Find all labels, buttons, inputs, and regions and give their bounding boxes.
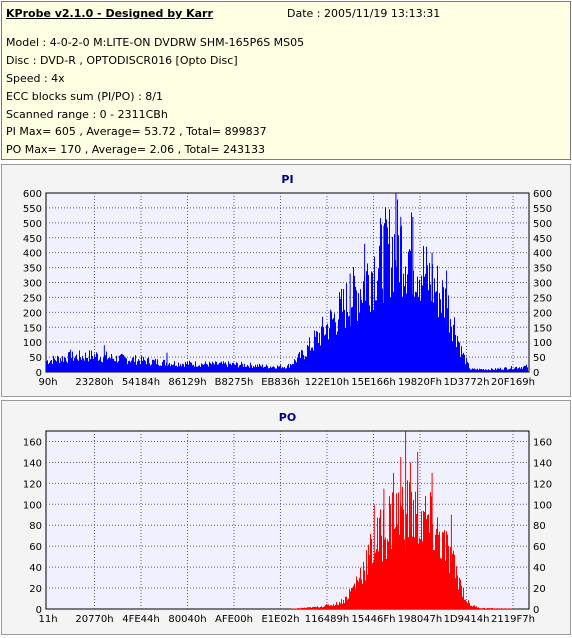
info-disc: Disc : DVD-R , OPTODISCR016 [Opto Disc] — [6, 54, 238, 67]
x-tick-label: EB836h — [261, 377, 300, 388]
y-tick-label-right: 400 — [533, 249, 552, 260]
y-tick-label-right: 350 — [533, 264, 552, 275]
y-tick-label: 300 — [23, 279, 42, 290]
scan-date: Date : 2005/11/19 13:13:31 — [287, 7, 441, 20]
y-tick-label-right: 120 — [533, 479, 552, 490]
y-tick-label: 60 — [29, 542, 42, 553]
y-tick-label: 0 — [36, 368, 42, 379]
pi-chart: PI 0 0 50 50 100 100 150 150 200 200 250 250 300 300 35… — [23, 173, 552, 388]
y-tick-label-right: 100 — [533, 500, 552, 511]
y-tick-label: 350 — [23, 264, 42, 275]
x-tick-label: 54184h — [122, 377, 160, 388]
x-tick-label: 80040h — [168, 614, 206, 625]
app-title: KProbe v2.1.0 - Designed by Karr — [6, 7, 213, 20]
y-tick-label-right: 300 — [533, 279, 552, 290]
histogram-series — [290, 431, 518, 609]
x-tick-label: B8275h — [215, 377, 254, 388]
y-tick-label: 100 — [23, 500, 42, 511]
y-tick-label: 140 — [23, 458, 42, 469]
y-tick-label: 0 — [36, 605, 42, 616]
info-panel: KProbe v2.1.0 - Designed by Karr Date : … — [1, 1, 571, 160]
y-tick-label: 200 — [23, 308, 42, 319]
x-tick-label: 198047h — [398, 614, 443, 625]
x-tick-label: 122E10h — [305, 377, 349, 388]
y-tick-label: 400 — [23, 249, 42, 260]
y-tick-label-right: 20 — [533, 584, 546, 595]
x-tick-label: 116489h — [305, 614, 350, 625]
y-tick-label-right: 0 — [533, 368, 539, 379]
info-model: Model : 4-0-2-0 M:LITE-ON DVDRW SHM-165P… — [6, 36, 305, 49]
info-ecc: ECC blocks sum (PI/PO) : 8/1 — [6, 90, 163, 103]
po-chart-panel: PO 0 0 20 20 40 40 60 60 80 80 100 100 120 120 140 140 16… — [1, 400, 571, 635]
histogram-series — [46, 193, 528, 372]
y-tick-label-right: 140 — [533, 458, 552, 469]
y-tick-label: 120 — [23, 479, 42, 490]
y-tick-label-right: 40 — [533, 563, 546, 574]
y-tick-label-right: 450 — [533, 234, 552, 245]
y-tick-label: 250 — [23, 293, 42, 304]
y-tick-label-right: 200 — [533, 308, 552, 319]
y-tick-label: 160 — [23, 437, 42, 448]
y-tick-label: 450 — [23, 234, 42, 245]
y-tick-label: 80 — [29, 521, 42, 532]
x-tick-label: E1E02h — [261, 614, 299, 625]
x-tick-label: 15446Fh — [352, 614, 396, 625]
y-tick-label: 150 — [23, 323, 42, 334]
y-tick-label-right: 0 — [533, 605, 539, 616]
y-tick-label-right: 50 — [533, 353, 546, 364]
x-tick-label: 20F169h — [491, 377, 535, 388]
x-tick-label: 11h — [38, 614, 57, 625]
y-tick-label-right: 150 — [533, 323, 552, 334]
x-tick-label: AFE00h — [215, 614, 253, 625]
pi-chart-panel: PI 0 0 50 50 100 100 150 150 200 200 250 250 300 300 35… — [1, 164, 571, 397]
info-speed: Speed : 4x — [6, 72, 65, 85]
x-tick-label: 15E166h — [351, 377, 395, 388]
y-tick-label: 50 — [29, 353, 42, 364]
info-range: Scanned range : 0 - 2311CBh — [6, 108, 168, 121]
x-tick-label: 19820Fh — [398, 377, 442, 388]
y-tick-label: 20 — [29, 584, 42, 595]
y-tick-label-right: 80 — [533, 521, 546, 532]
y-tick-label: 100 — [23, 338, 42, 349]
x-tick-label: 90h — [38, 377, 57, 388]
chart-title: PI — [281, 173, 293, 186]
y-tick-label: 500 — [23, 219, 42, 230]
x-tick-label: 4FE44h — [122, 614, 160, 625]
x-tick-label: 23280h — [75, 377, 113, 388]
chart-title: PO — [279, 411, 296, 424]
y-tick-label-right: 500 — [533, 219, 552, 230]
y-tick-label-right: 250 — [533, 293, 552, 304]
x-tick-label: 2119F7h — [491, 614, 535, 625]
x-tick-label: 86129h — [168, 377, 206, 388]
y-tick-label: 40 — [29, 563, 42, 574]
x-tick-label: 20770h — [75, 614, 113, 625]
po-chart: PO 0 0 20 20 40 40 60 60 80 80 100 100 120 120 140 140 16… — [23, 411, 552, 625]
y-tick-label-right: 60 — [533, 542, 546, 553]
y-tick-label-right: 550 — [533, 204, 552, 215]
y-tick-label-right: 160 — [533, 437, 552, 448]
y-tick-label: 600 — [23, 189, 42, 200]
y-tick-label-right: 100 — [533, 338, 552, 349]
y-tick-label: 550 — [23, 204, 42, 215]
info-pi-summary: PI Max= 605 , Average= 53.72 , Total= 89… — [6, 125, 267, 138]
y-tick-label-right: 600 — [533, 189, 552, 200]
x-tick-label: 1D9414h — [444, 614, 490, 625]
info-po-summary: PO Max= 170 , Average= 2.06 , Total= 243… — [6, 143, 265, 156]
x-tick-label: 1D3772h — [444, 377, 490, 388]
